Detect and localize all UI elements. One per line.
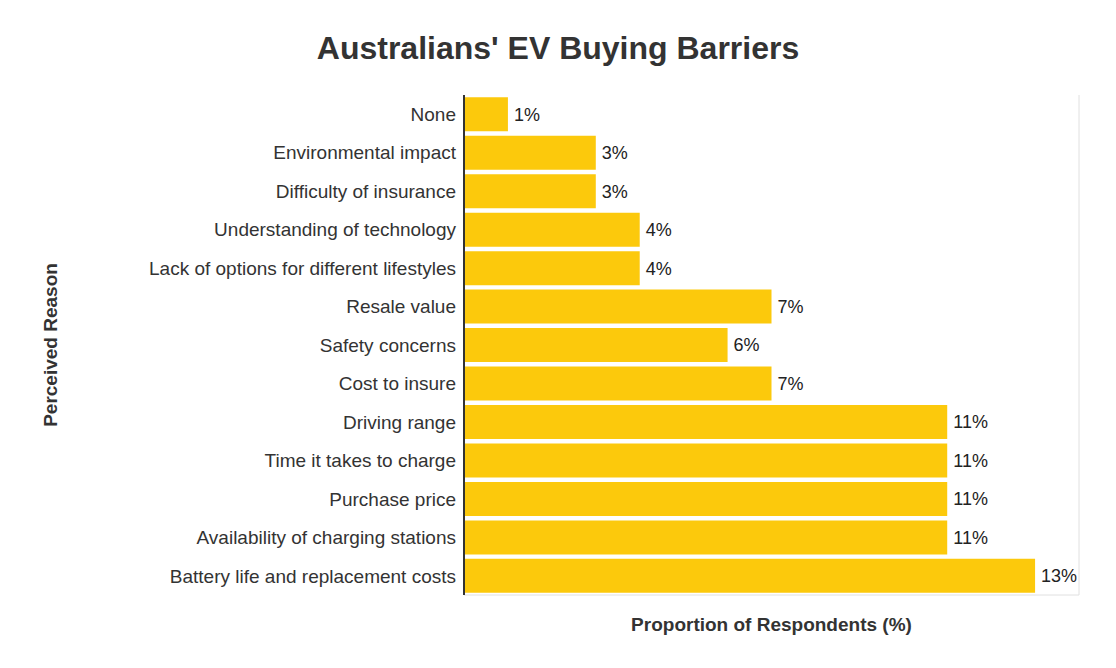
svg-text:Resale value: Resale value (346, 296, 456, 317)
svg-text:13%: 13% (1041, 566, 1077, 586)
svg-text:Difficulty of insurance: Difficulty of insurance (276, 181, 456, 202)
svg-text:Safety concerns: Safety concerns (320, 335, 456, 356)
svg-text:4%: 4% (646, 259, 672, 279)
svg-text:11%: 11% (953, 528, 988, 548)
svg-text:Cost to insure: Cost to insure (339, 373, 456, 394)
svg-text:Driving range: Driving range (343, 412, 456, 433)
svg-text:1%: 1% (514, 105, 540, 125)
svg-text:3%: 3% (602, 143, 628, 163)
html-text:Australians' EV Buying Barrier: Australians' EV Buying Barriers (316, 30, 800, 66)
svg-text:11%: 11% (953, 451, 988, 471)
svg-text:11%: 11% (953, 412, 988, 432)
svg-text:6%: 6% (734, 335, 760, 355)
svg-text:Time it takes to charge: Time it takes to charge (265, 450, 456, 471)
svg-text:Battery life and replacement c: Battery life and replacement costs (170, 566, 456, 587)
svg-text:Lack of options for different: Lack of options for different lifestyles (149, 258, 456, 279)
svg-text:None: None (411, 104, 456, 125)
svg-text:3%: 3% (602, 182, 628, 202)
svg-text:Understanding of technology: Understanding of technology (214, 219, 456, 240)
svg-text:Environmental impact: Environmental impact (273, 142, 456, 163)
svg-text:11%: 11% (953, 489, 988, 509)
svg-text:Availability of charging stati: Availability of charging stations (197, 527, 456, 548)
svg-text:7%: 7% (778, 374, 804, 394)
svg-text:4%: 4% (646, 220, 672, 240)
svg-text:7%: 7% (778, 297, 804, 317)
svg-text:Proportion of Respondents (%): Proportion of Respondents (%) (631, 614, 912, 635)
svg-text:Perceived Reason: Perceived Reason (40, 263, 61, 427)
svg-text:Purchase price: Purchase price (329, 489, 456, 510)
